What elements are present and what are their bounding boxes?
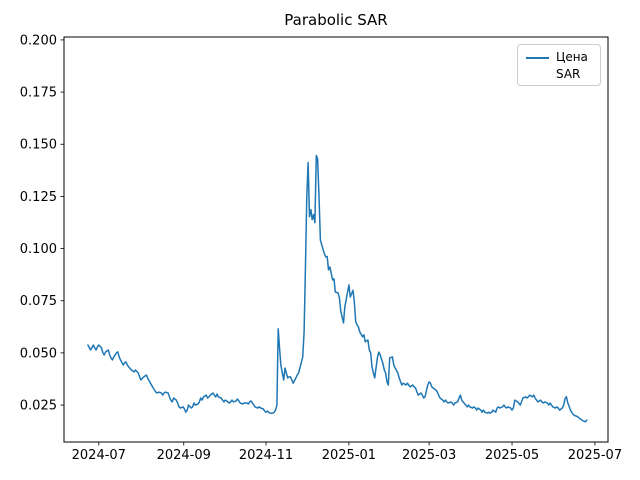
y-tick-label: 0.100 xyxy=(20,242,57,257)
legend-label-price: Цена xyxy=(556,50,588,64)
y-tick-label: 0.200 xyxy=(20,33,57,48)
legend-label-sar: SAR xyxy=(556,67,581,81)
axes-frame xyxy=(63,36,609,443)
x-tick-label: 2025-01 xyxy=(322,448,376,463)
y-tick-label: 0.150 xyxy=(20,138,57,153)
x-tick-label: 2025-05 xyxy=(485,448,539,463)
x-tick-label: 2025-03 xyxy=(402,448,456,463)
x-tick-label: 2024-09 xyxy=(157,448,211,463)
legend-item-price: Цена xyxy=(526,49,592,66)
x-tick-label: 2024-11 xyxy=(239,448,293,463)
y-tick-label: 0.175 xyxy=(20,86,57,101)
price-line-sample-icon xyxy=(526,56,549,59)
price-line xyxy=(87,154,588,423)
y-tick-label: 0.050 xyxy=(20,346,57,361)
sar-empty-sample xyxy=(526,74,549,76)
x-tick-label: 2024-07 xyxy=(72,448,126,463)
x-tick-label: 2025-07 xyxy=(568,448,622,463)
chart-title: Parabolic SAR xyxy=(284,11,388,29)
legend: Цена SAR xyxy=(517,44,601,86)
y-tick-label: 0.025 xyxy=(20,399,57,414)
legend-item-sar: SAR xyxy=(526,66,592,83)
y-tick-label: 0.125 xyxy=(20,190,57,205)
y-tick-label: 0.075 xyxy=(20,294,57,309)
